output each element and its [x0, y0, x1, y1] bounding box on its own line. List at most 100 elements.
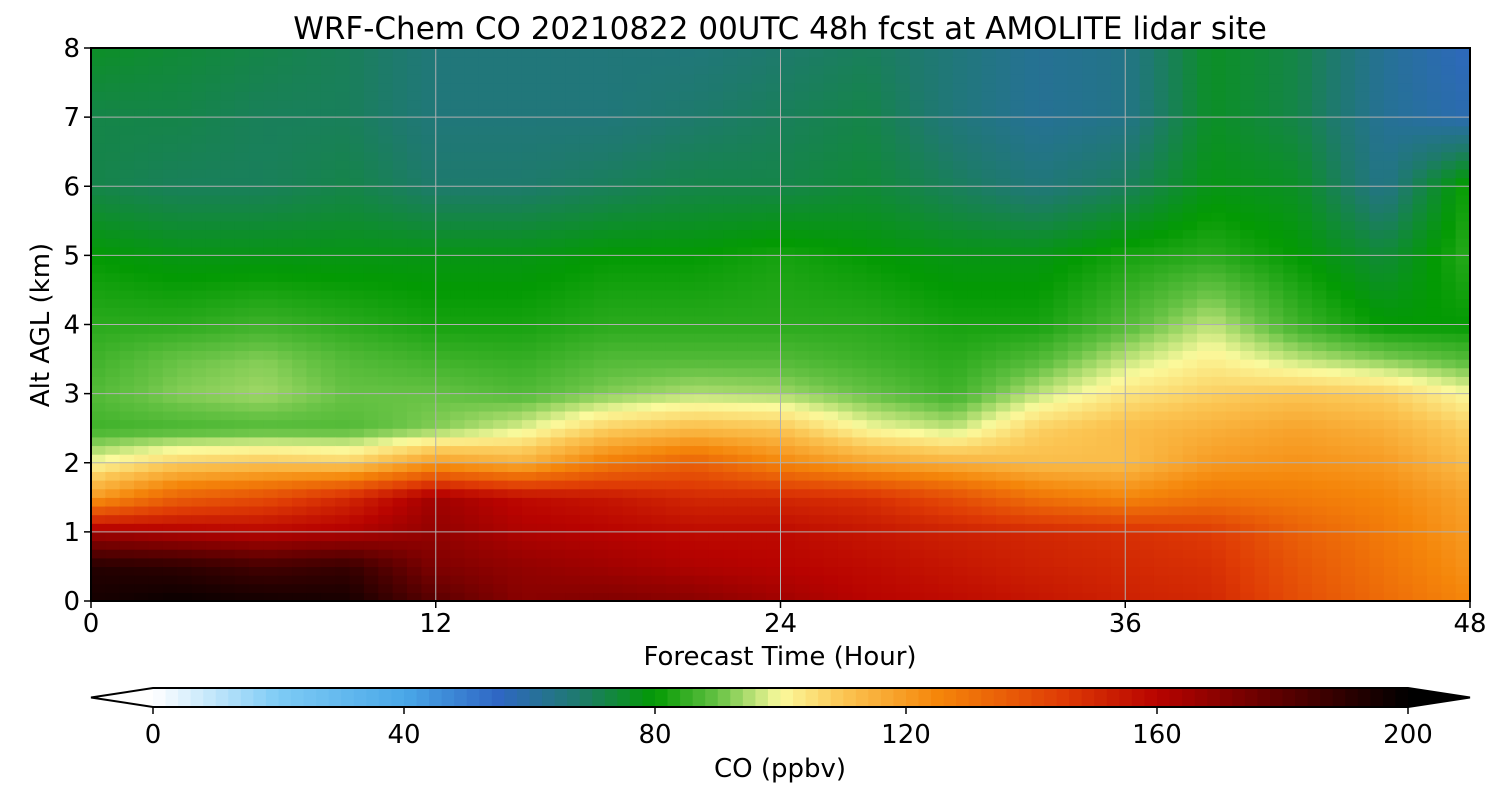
heatmap-cell [521, 186, 537, 196]
heatmap-cell [191, 359, 207, 369]
heatmap-cell [1067, 523, 1083, 533]
heatmap-cell [952, 333, 968, 343]
heatmap-cell [263, 56, 279, 66]
heatmap-cell [521, 376, 537, 386]
heatmap-cell [751, 255, 767, 265]
heatmap-cell [191, 264, 207, 274]
heatmap-cell [651, 289, 667, 300]
heatmap-cell [134, 583, 150, 593]
heatmap-cell [679, 549, 695, 559]
heatmap-cell [837, 523, 853, 533]
heatmap-cell [205, 514, 221, 524]
heatmap-cell [780, 48, 796, 58]
heatmap-cell [737, 272, 753, 282]
heatmap-cell [478, 229, 494, 239]
heatmap-cell [177, 117, 193, 127]
heatmap-cell [91, 315, 106, 326]
heatmap-cell [579, 307, 595, 317]
heatmap-cell [1110, 203, 1126, 213]
heatmap-cell [1153, 48, 1169, 58]
heatmap-cell [909, 143, 925, 153]
heatmap-cell [521, 177, 537, 187]
heatmap-cell [895, 367, 911, 377]
heatmap-cell [1110, 410, 1126, 421]
heatmap-cell [751, 471, 767, 481]
heatmap-cell [320, 419, 336, 429]
heatmap-cell [579, 384, 595, 395]
heatmap-cell [105, 324, 121, 334]
heatmap-cell [550, 160, 566, 170]
heatmap-cell [665, 402, 681, 412]
heatmap-cell [1082, 82, 1098, 92]
heatmap-cell [636, 65, 652, 75]
heatmap-cell [1067, 177, 1083, 187]
heatmap-cell [622, 505, 638, 516]
heatmap-cell [162, 134, 178, 144]
heatmap-cell [881, 333, 897, 343]
heatmap-cell [694, 143, 710, 153]
heatmap-cell [277, 194, 293, 205]
heatmap-cell [579, 549, 595, 559]
heatmap-cell [119, 168, 135, 179]
heatmap-cell [363, 341, 379, 352]
heatmap-cell [1039, 445, 1055, 455]
heatmap-cell [335, 229, 351, 239]
heatmap-cell [105, 99, 121, 110]
heatmap-cell [794, 307, 810, 317]
heatmap-cell [579, 272, 595, 282]
heatmap-cell [363, 566, 379, 576]
heatmap-cell [1153, 168, 1169, 179]
heatmap-cell [335, 497, 351, 507]
heatmap-cell [378, 125, 394, 136]
heatmap-cell [363, 73, 379, 84]
heatmap-cell [205, 117, 221, 127]
heatmap-cell [1197, 592, 1213, 601]
heatmap-cell [723, 540, 738, 550]
heatmap-cell [263, 289, 279, 300]
heatmap-cell [579, 419, 595, 429]
heatmap-cell [723, 48, 738, 58]
heatmap-cell [378, 557, 394, 568]
heatmap-cell [1039, 177, 1055, 187]
heatmap-cell [1153, 315, 1169, 326]
heatmap-cell [450, 264, 466, 274]
heatmap-cell [1110, 186, 1126, 196]
heatmap-cell [521, 402, 537, 412]
heatmap-cell [1168, 143, 1184, 153]
heatmap-cell [292, 203, 308, 213]
heatmap-cell [866, 341, 882, 352]
heatmap-cell [636, 523, 652, 533]
heatmap-cell [435, 540, 451, 550]
heatmap-cell [220, 264, 236, 274]
heatmap-cell [924, 549, 940, 559]
heatmap-cell [881, 410, 897, 421]
heatmap-cell [220, 56, 236, 66]
heatmap-cell [191, 108, 207, 118]
heatmap-cell [636, 367, 652, 377]
heatmap-cell [263, 315, 279, 326]
heatmap-cell [823, 531, 839, 542]
heatmap-cell [622, 143, 638, 153]
heatmap-cell [694, 307, 710, 317]
heatmap-cell [292, 48, 308, 58]
heatmap-cell [636, 168, 652, 179]
heatmap-cell [105, 108, 121, 118]
heatmap-cell [1139, 540, 1155, 550]
heatmap-cell [679, 497, 695, 507]
heatmap-cell [636, 393, 652, 403]
heatmap-cell [421, 48, 437, 58]
heatmap-cell [435, 264, 451, 274]
heatmap-cell [1053, 212, 1069, 222]
heatmap-cell [493, 168, 509, 179]
heatmap-cell [1182, 255, 1198, 265]
heatmap-cell [967, 272, 983, 282]
heatmap-cell [837, 531, 853, 542]
heatmap-cell [306, 540, 322, 550]
heatmap-cell [105, 531, 121, 542]
heatmap-cell [478, 436, 494, 447]
heatmap-cell [1053, 341, 1069, 352]
heatmap-cell [924, 531, 940, 542]
heatmap-cell [608, 194, 624, 205]
heatmap-cell [205, 566, 221, 576]
heatmap-cell [320, 117, 336, 127]
